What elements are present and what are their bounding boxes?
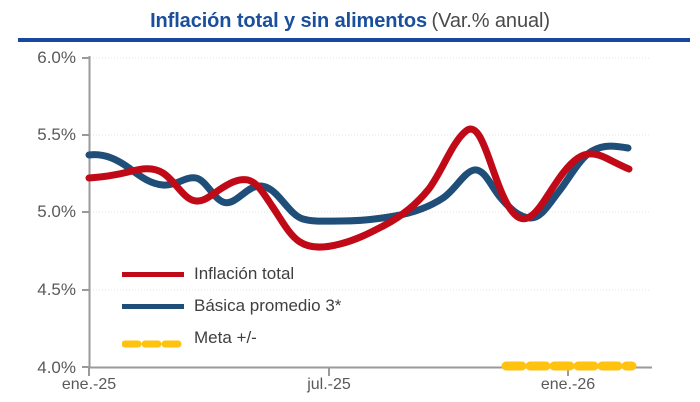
- legend-item-meta: Meta +/-: [121, 322, 341, 354]
- y-axis-tick-label: 6.0%: [37, 48, 76, 67]
- chart-title-main: Inflación total y sin alimentos: [150, 10, 428, 32]
- x-axis-tick-label: jul.-25: [307, 376, 351, 393]
- legend-swatch-yellow-dashed: [121, 335, 185, 348]
- chart-legend: Inflación total Básica promedio 3* Meta …: [121, 258, 341, 354]
- y-axis-tick-label: 5.0%: [37, 202, 76, 221]
- chart-title-subtitle: (Var.% anual): [431, 10, 550, 32]
- x-axis-tick-label: ene.-26: [540, 376, 596, 393]
- series-line-inflacion-total: [85, 125, 633, 251]
- title-underline-rule: [18, 38, 690, 42]
- legend-label: Inflación total: [194, 264, 295, 283]
- legend-item-basica-promedio: Básica promedio 3*: [122, 290, 341, 322]
- legend-swatch-blue: [122, 303, 184, 309]
- y-axis-ticks: [82, 57, 90, 368]
- x-axis-ticks: [88, 368, 569, 376]
- y-axis-tick-labels: 6.0% 5.5% 5.0% 4.5% 4.0%: [14, 0, 76, 402]
- series-line-basica-promedio: [85, 142, 632, 225]
- y-axis-tick-label: 5.5%: [37, 125, 76, 144]
- legend-label: Meta +/-: [194, 328, 257, 347]
- legend-item-inflacion-total: Inflación total: [122, 258, 341, 290]
- x-axis-tick-label: ene.-25: [61, 376, 117, 393]
- y-axis-tick-label: 4.0%: [37, 358, 76, 377]
- gridlines: [90, 57, 650, 291]
- chart-title: Inflación total y sin alimentos (Var.% a…: [0, 10, 700, 33]
- legend-label: Básica promedio 3*: [194, 296, 342, 315]
- y-axis-tick-label: 4.5%: [37, 280, 76, 299]
- legend-swatch-red: [122, 271, 184, 277]
